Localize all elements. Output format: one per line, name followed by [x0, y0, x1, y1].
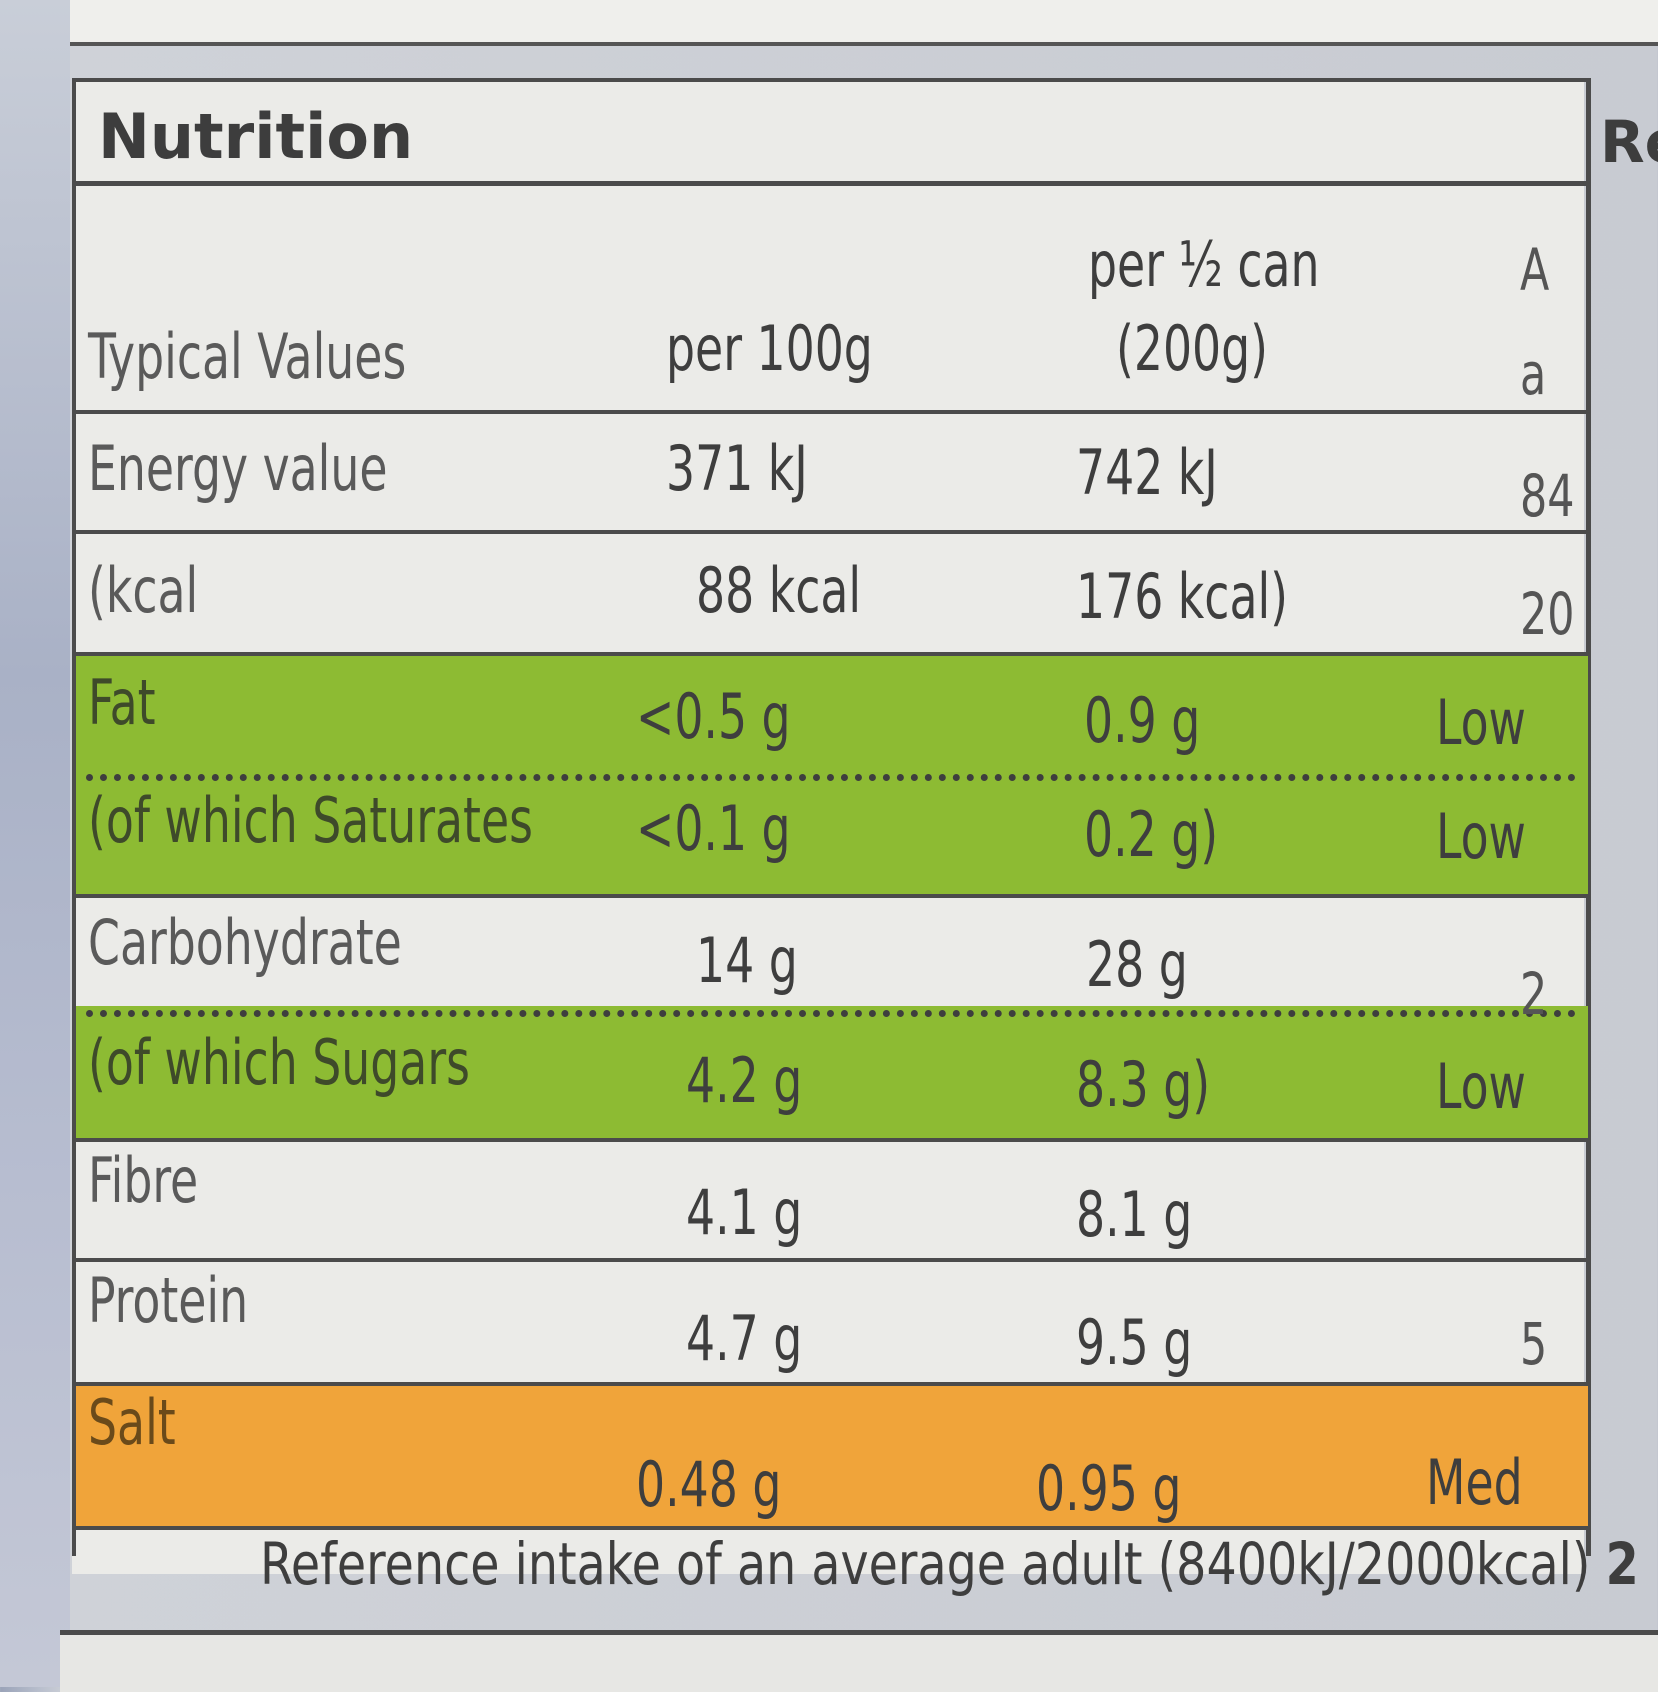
traffic-light-flag: Low	[1436, 686, 1526, 759]
dotted-divider	[86, 1010, 1576, 1017]
row-label: (of which Saturates	[88, 784, 533, 857]
row-per100: 371 kJ	[666, 432, 808, 505]
row-per100: 4.7 g	[686, 1302, 803, 1375]
row-per100: 0.48 g	[636, 1448, 782, 1521]
header-per-half-can-weight: (200g)	[1116, 312, 1269, 385]
right-column-partial-text: A	[1520, 236, 1550, 304]
salt-block: Salt 0.48 g 0.95 g Med	[76, 1382, 1588, 1530]
table-row: Fibre 4.1 g 8.1 g	[76, 1142, 1588, 1262]
row-perhalf: 0.95 g	[1036, 1452, 1182, 1525]
row-perhalf: 176 kcal)	[1076, 560, 1289, 633]
row-perhalf: 9.5 g	[1076, 1306, 1193, 1379]
table-row: (kcal 88 kcal 176 kcal)	[76, 534, 1588, 656]
row-perhalf: 28 g	[1086, 928, 1188, 1001]
nutrition-table: Nutrition Re Typical Values per 100g per…	[72, 78, 1658, 1556]
header-per-100g: per 100g	[666, 312, 873, 385]
row-perhalf: 0.9 g	[1084, 684, 1201, 757]
top-label-strip	[70, 0, 1658, 46]
row-perhalf: 0.2 g)	[1084, 798, 1219, 871]
background-edge	[0, 0, 70, 1687]
right-column-partial-text: a	[1520, 340, 1547, 408]
right-column-partial-text: 84	[1520, 462, 1575, 530]
row-per100: <0.5 g	[636, 680, 791, 753]
table-row: Protein 4.7 g 9.5 g	[76, 1262, 1588, 1382]
row-label: (of which Sugars	[88, 1026, 470, 1099]
row-perhalf: 742 kJ	[1076, 436, 1218, 509]
reference-intake-note: Reference intake of an average adult (84…	[260, 1530, 1658, 1598]
footer-text: Reference intake of an average adult (84…	[260, 1530, 1591, 1598]
row-label: Protein	[88, 1264, 249, 1337]
right-column-header: Re	[1600, 108, 1658, 176]
row-per100: 4.2 g	[686, 1044, 803, 1117]
bottom-label-strip	[60, 1630, 1658, 1692]
title-row: Nutrition	[76, 78, 1586, 186]
right-column-divider	[1586, 78, 1591, 1556]
row-per100: <0.1 g	[636, 792, 791, 865]
table-row: Energy value 371 kJ 742 kJ	[76, 414, 1588, 534]
traffic-light-flag: Low	[1436, 800, 1526, 873]
right-column-partial-text: 5	[1520, 1310, 1548, 1378]
row-per100: 14 g	[696, 924, 798, 997]
row-label: Fat	[88, 666, 156, 739]
right-column-partial-text: 2	[1520, 960, 1548, 1028]
fat-block: Fat <0.5 g 0.9 g Low (of which Saturates…	[76, 656, 1588, 898]
row-label: Energy value	[88, 432, 388, 505]
table-title: Nutrition	[98, 100, 414, 173]
row-perhalf: 8.3 g)	[1076, 1048, 1211, 1121]
table-row: Carbohydrate 14 g 28 g	[76, 898, 1588, 1006]
header-row: Typical Values per 100g per ½ can (200g)	[76, 182, 1588, 414]
sugars-block: (of which Sugars 4.2 g 8.3 g) Low	[76, 1006, 1588, 1142]
right-column-partial-text: 20	[1520, 580, 1575, 648]
row-label: Fibre	[88, 1144, 199, 1217]
row-per100: 4.1 g	[686, 1176, 803, 1249]
traffic-light-flag: Low	[1436, 1050, 1526, 1123]
row-label: (kcal	[88, 554, 199, 627]
header-per-half-can: per ½ can	[1088, 228, 1320, 301]
row-perhalf: 8.1 g	[1076, 1178, 1193, 1251]
traffic-light-flag: Med	[1426, 1446, 1523, 1519]
row-label: Carbohydrate	[88, 906, 402, 979]
row-label: Salt	[88, 1386, 176, 1459]
footer-bold-tail: 2 S	[1605, 1530, 1658, 1598]
dotted-divider	[86, 774, 1576, 781]
header-typical-values: Typical Values	[88, 320, 407, 393]
row-per100: 88 kcal	[696, 554, 862, 627]
